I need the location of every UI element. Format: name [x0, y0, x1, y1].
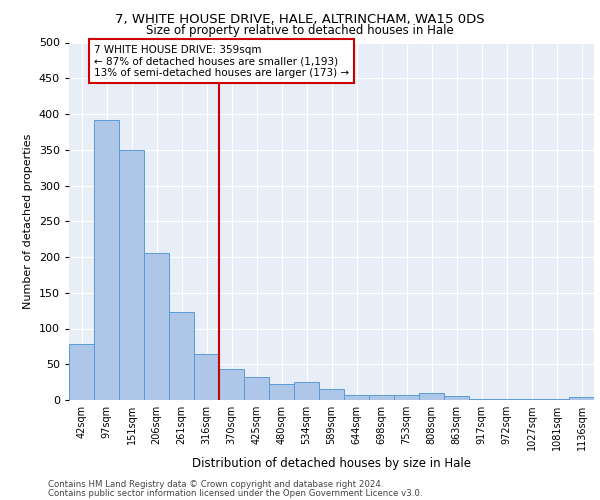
X-axis label: Distribution of detached houses by size in Hale: Distribution of detached houses by size …	[192, 458, 471, 470]
Bar	[269, 384, 294, 400]
Text: Size of property relative to detached houses in Hale: Size of property relative to detached ho…	[146, 24, 454, 37]
Text: Contains HM Land Registry data © Crown copyright and database right 2024.: Contains HM Land Registry data © Crown c…	[48, 480, 383, 489]
Bar	[94, 120, 119, 400]
Bar	[469, 398, 494, 400]
Bar	[319, 390, 344, 400]
Text: Contains public sector information licensed under the Open Government Licence v3: Contains public sector information licen…	[48, 488, 422, 498]
Text: 7 WHITE HOUSE DRIVE: 359sqm
← 87% of detached houses are smaller (1,193)
13% of : 7 WHITE HOUSE DRIVE: 359sqm ← 87% of det…	[94, 44, 349, 78]
Bar	[119, 150, 144, 400]
Bar	[494, 398, 519, 400]
Bar	[144, 254, 169, 400]
Bar	[394, 395, 419, 400]
Bar	[169, 312, 194, 400]
Bar	[419, 393, 444, 400]
Bar	[519, 398, 544, 400]
Bar	[244, 377, 269, 400]
Bar	[69, 344, 94, 400]
Bar	[344, 395, 369, 400]
Text: 7, WHITE HOUSE DRIVE, HALE, ALTRINCHAM, WA15 0DS: 7, WHITE HOUSE DRIVE, HALE, ALTRINCHAM, …	[115, 12, 485, 26]
Bar	[444, 396, 469, 400]
Bar	[194, 354, 219, 400]
Y-axis label: Number of detached properties: Number of detached properties	[23, 134, 33, 309]
Bar	[294, 382, 319, 400]
Bar	[369, 395, 394, 400]
Bar	[219, 368, 244, 400]
Bar	[569, 397, 594, 400]
